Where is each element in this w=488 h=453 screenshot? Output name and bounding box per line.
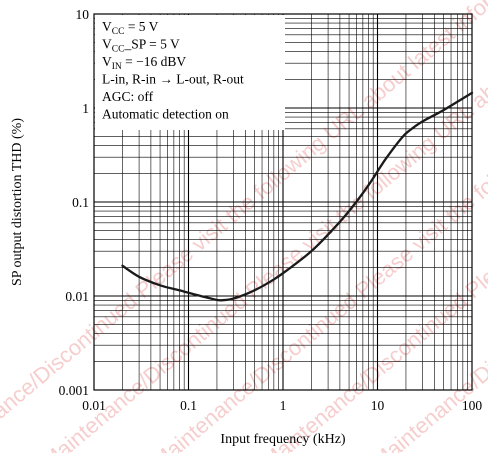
y-tick-label: 0.01 — [65, 289, 89, 304]
y-axis-label: SP output distortion THD (%) — [10, 118, 25, 286]
plot-frame — [93, 13, 473, 391]
legend-line-rest: = −16 dBV — [122, 54, 187, 69]
x-tick-labels: 0.01 0.1 1 10 100 — [82, 398, 482, 413]
legend-line: VCC_SP = 5 V — [102, 37, 180, 55]
legend-line-main: AGC: off — [102, 89, 154, 104]
legend-line: AGC: off — [102, 89, 154, 104]
x-axis-label: Input frequency (kHz) — [220, 432, 346, 447]
x-tick-label: 0.1 — [180, 398, 197, 413]
y-tick-label: 10 — [76, 7, 90, 22]
legend-line: VCC = 5 V — [102, 19, 159, 37]
legend-line-subscript: CC — [112, 27, 125, 37]
y-tick-labels: 0.001 0.01 0.1 1 10 — [59, 7, 90, 398]
legend-line-subscript: CC — [112, 45, 125, 55]
legend-line: VIN = −16 dBV — [102, 54, 186, 72]
x-tick-label: 10 — [371, 398, 385, 413]
y-tick-label: 1 — [82, 101, 89, 116]
legend-line-main: V — [102, 19, 112, 34]
legend-line: Automatic detection on — [102, 107, 229, 122]
x-tick-label: 0.01 — [82, 398, 106, 413]
y-tick-label: 0.1 — [72, 195, 89, 210]
x-tick-label: 1 — [280, 398, 287, 413]
legend-line-main: V — [102, 37, 112, 52]
legend-line-rest: = 5 V — [124, 19, 158, 34]
legend-line-rest: _SP = 5 V — [123, 37, 180, 52]
legend-line-main: Automatic detection on — [102, 107, 229, 122]
legend-background — [95, 15, 285, 130]
legend-line-main: V — [102, 54, 112, 69]
legend-line-main: L-in, R-in → L-out, R-out — [102, 72, 244, 87]
y-tick-label: 0.001 — [59, 383, 89, 398]
legend-line-subscript: IN — [112, 62, 122, 72]
x-tick-label: 100 — [462, 398, 483, 413]
thd-curve — [121, 91, 474, 302]
legend-line: L-in, R-in → L-out, R-out — [102, 72, 244, 87]
